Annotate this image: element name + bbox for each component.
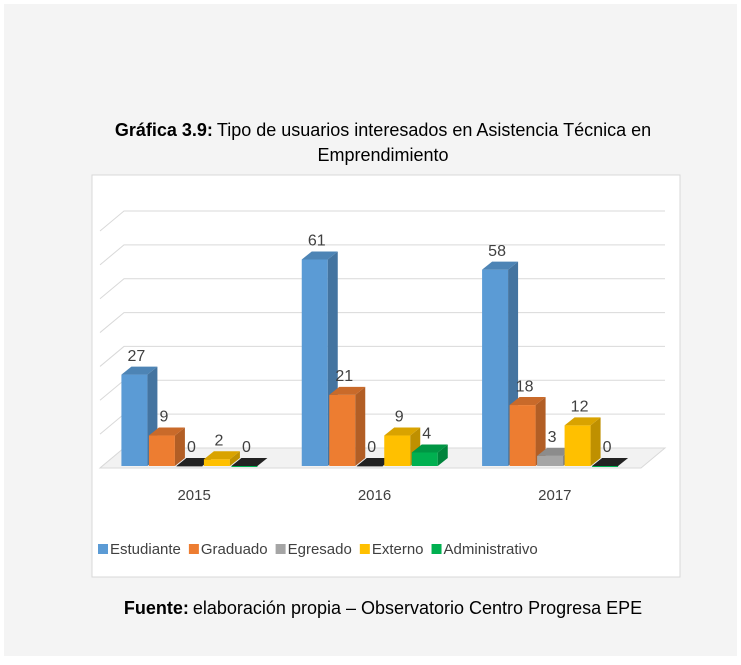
bar-front — [231, 466, 258, 467]
bar — [509, 397, 546, 466]
bar-side — [535, 397, 546, 466]
data-label: 9 — [159, 409, 168, 426]
bar-front — [564, 425, 591, 466]
bar-front — [411, 452, 438, 466]
bar-side — [229, 451, 240, 466]
bar — [203, 451, 240, 466]
bar — [176, 458, 213, 467]
legend-swatch — [188, 544, 199, 554]
title-label: Gráfica 3.9: — [115, 120, 213, 140]
bar-top — [176, 458, 213, 466]
data-label: 3 — [548, 429, 557, 446]
bar-front — [356, 466, 383, 467]
bar-side — [355, 386, 366, 466]
bar-top — [148, 427, 185, 436]
bar — [329, 386, 366, 466]
bar-front — [148, 435, 175, 466]
bar-top — [384, 427, 421, 436]
legend-swatch — [431, 544, 442, 554]
grid-line — [99, 210, 665, 232]
legend-swatch — [359, 544, 370, 554]
data-label: 21 — [335, 368, 353, 385]
bar-top — [301, 251, 338, 260]
bar-side — [590, 417, 601, 466]
bar-top — [329, 386, 366, 395]
bar — [356, 458, 393, 467]
data-label: 61 — [308, 233, 326, 250]
title-line: Emprendimiento — [317, 145, 448, 165]
data-label: 0 — [242, 439, 251, 456]
x-tick-label: 2017 — [538, 487, 571, 504]
bar-side — [174, 427, 185, 466]
legend-label: Graduado — [201, 541, 268, 558]
bar-front — [329, 394, 356, 466]
bar-top — [592, 458, 629, 466]
source: Fuente: elaboración propia – Observatorio… — [124, 598, 642, 618]
bar-front — [482, 269, 509, 466]
bar — [148, 427, 185, 466]
source-text: elaboración propia – Observatorio Centro… — [193, 598, 642, 618]
legend-label: Externo — [372, 541, 424, 558]
bar-top — [482, 261, 519, 270]
title-line: Tipo de usuarios interesados en Asistenc… — [217, 120, 651, 140]
data-label: 2 — [214, 432, 223, 449]
x-tick-label: 2015 — [177, 487, 210, 504]
bar-top — [537, 447, 574, 456]
bar-front — [301, 259, 328, 466]
bar — [231, 458, 268, 467]
bar-top — [231, 458, 268, 466]
legend-label: Administrativo — [444, 541, 538, 558]
chart-title: Gráfica 3.9: Tipo de usuarios interesados… — [115, 120, 651, 140]
legend-label: Estudiante — [110, 541, 181, 558]
legend-swatch — [98, 544, 108, 554]
data-label: 0 — [367, 439, 376, 456]
source-label: Fuente: — [124, 598, 189, 618]
bar-top — [203, 451, 240, 460]
bar — [411, 444, 448, 466]
data-label: 12 — [571, 399, 589, 416]
plot-box — [91, 174, 681, 578]
legend-label: Egresado — [288, 541, 352, 558]
legend-swatch — [275, 544, 286, 554]
grid-line — [99, 244, 665, 266]
data-label: 58 — [488, 243, 506, 260]
bar-front — [121, 374, 148, 466]
data-label: 4 — [422, 426, 431, 443]
data-label: 0 — [187, 439, 196, 456]
bar-top — [564, 417, 601, 426]
bar-top — [121, 366, 158, 375]
bar-front — [203, 459, 230, 466]
bar-front — [537, 455, 564, 466]
bar-front — [176, 466, 203, 467]
bar-top — [356, 458, 393, 466]
bar-front — [509, 405, 536, 466]
x-tick-label: 2016 — [358, 487, 391, 504]
data-label: 0 — [603, 439, 612, 456]
data-label: 18 — [516, 378, 534, 395]
bar-front — [384, 435, 411, 466]
bar-front — [592, 466, 619, 467]
data-label: 9 — [395, 409, 404, 426]
bar — [564, 417, 601, 466]
bar-side — [437, 444, 448, 466]
bar — [592, 458, 629, 467]
bar-top — [411, 444, 448, 453]
bar-top — [509, 397, 546, 406]
data-label: 27 — [128, 348, 146, 365]
